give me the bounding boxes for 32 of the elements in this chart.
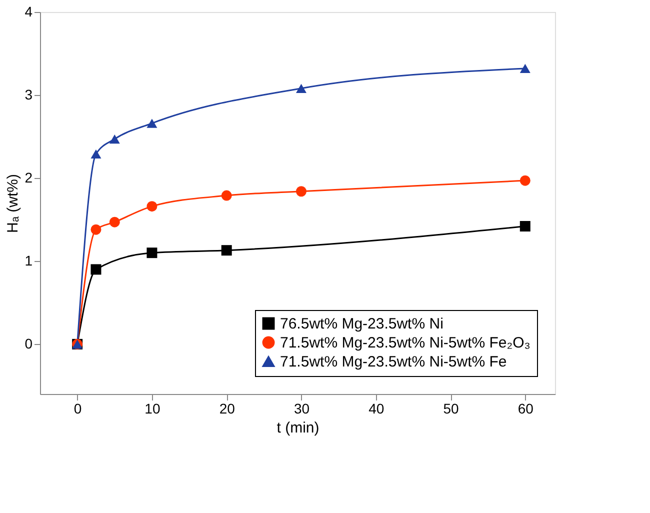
x-tick-label: 60 xyxy=(518,400,534,416)
legend-label: 71.5wt% Mg-23.5wt% Ni-5wt% Fe₂O₃ xyxy=(280,334,530,352)
y-axis-title: Hₐ (wt%) xyxy=(4,174,22,233)
x-tick-label: 20 xyxy=(219,400,236,416)
y-tick-label: 2 xyxy=(24,170,33,186)
point xyxy=(90,224,102,235)
point xyxy=(109,134,120,144)
y-tick-label: 0 xyxy=(24,336,33,352)
x-tick-label: 40 xyxy=(368,400,384,416)
point xyxy=(90,264,102,275)
point xyxy=(520,64,530,74)
legend-label: 76.5wt% Mg-23.5wt% Ni xyxy=(280,316,444,332)
point xyxy=(146,248,158,258)
point xyxy=(221,245,232,256)
x-tick-label: 10 xyxy=(144,400,160,416)
point xyxy=(520,221,530,232)
point xyxy=(146,201,158,212)
x-axis-title: t (min) xyxy=(276,420,320,436)
y-tick-label: 3 xyxy=(24,86,33,103)
y-tick-label: 1 xyxy=(24,252,33,269)
point xyxy=(221,190,232,201)
point xyxy=(520,175,530,186)
x-tick-label: 30 xyxy=(294,400,310,416)
point xyxy=(90,149,102,159)
x-tick-label: 50 xyxy=(443,400,460,416)
y-tick-label: 4 xyxy=(24,4,33,20)
point xyxy=(296,186,306,197)
point xyxy=(296,84,306,93)
point xyxy=(146,118,158,128)
point xyxy=(109,216,120,228)
legend-label: 71.5wt% Mg-23.5wt% Ni-5wt% Fe xyxy=(280,354,507,370)
x-tick-label: 0 xyxy=(74,400,82,416)
